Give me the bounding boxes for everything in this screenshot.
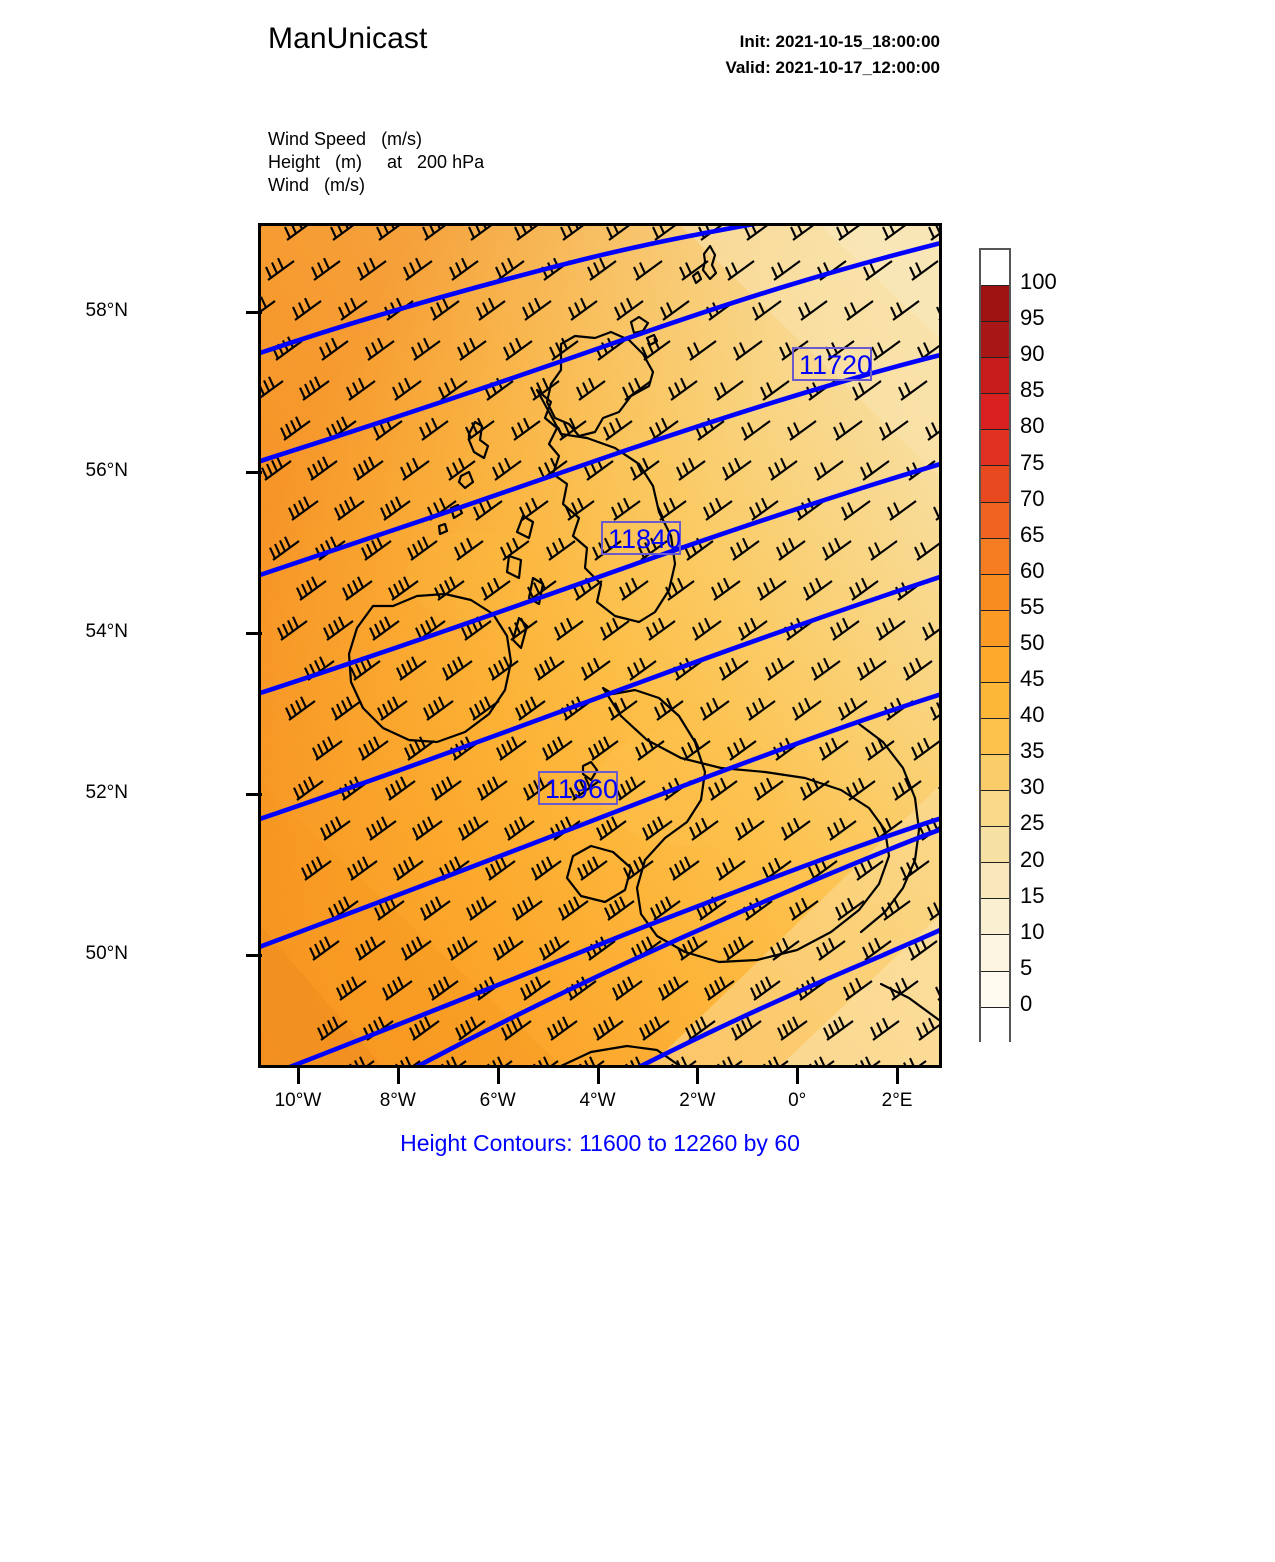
x-tick-label: 2°W bbox=[679, 1090, 716, 1111]
x-tick-label: 10°W bbox=[274, 1090, 322, 1111]
contour-label-layer: 11720 11840 11960 bbox=[538, 347, 872, 805]
colorbar-cell bbox=[981, 935, 1009, 972]
colorbar-cell bbox=[981, 827, 1009, 864]
colorbar-cell bbox=[981, 791, 1009, 828]
x-tick-mark bbox=[396, 1068, 400, 1084]
colorbar-cell bbox=[981, 682, 1009, 720]
x-tick-label: 6°W bbox=[479, 1090, 516, 1111]
x-tick-mark bbox=[496, 1068, 500, 1084]
y-tick-label: 56°N bbox=[85, 460, 128, 482]
init-time-label: Init: 2021-10-15_18:00:00 bbox=[739, 32, 940, 51]
colorbar-tick-label: 90 bbox=[1020, 341, 1045, 367]
colorbar-cell bbox=[981, 899, 1009, 936]
colorbar-cell bbox=[981, 538, 1009, 575]
colorbar-tick-label: 100 bbox=[1020, 269, 1057, 295]
field-description: Wind Speed (m/s) Height (m) at 200 hPa W… bbox=[268, 129, 485, 195]
colorbar-tick-label: 55 bbox=[1020, 593, 1045, 619]
weather-map-canvas: 11720 11840 11960 bbox=[261, 226, 939, 1065]
colorbar-cell bbox=[981, 286, 1009, 323]
page-title: ManUnicast bbox=[268, 22, 428, 55]
valid-time-label: Valid: 2021-10-17_12:00:00 bbox=[725, 58, 940, 77]
colorbar-tick-label: 10 bbox=[1020, 918, 1045, 944]
y-tick-mark bbox=[246, 471, 262, 475]
colorbar-tick-label: 45 bbox=[1020, 666, 1045, 692]
colorbar-tick-label: 30 bbox=[1020, 774, 1045, 800]
x-tick-mark bbox=[896, 1068, 900, 1084]
colorbar-cell bbox=[981, 430, 1009, 467]
contour-label: 11960 bbox=[538, 771, 618, 805]
y-tick-label: 54°N bbox=[85, 621, 128, 643]
x-tick-label: 8°W bbox=[379, 1090, 416, 1111]
colorbar[interactable] bbox=[979, 248, 1011, 1044]
x-tick-mark bbox=[596, 1068, 600, 1084]
colorbar-cell bbox=[981, 646, 1009, 683]
colorbar-tick-label: 35 bbox=[1020, 738, 1045, 764]
colorbar-tick-label: 80 bbox=[1020, 413, 1045, 439]
colorbar-cell bbox=[981, 322, 1009, 359]
colorbar-cell bbox=[981, 574, 1009, 611]
colorbar-tick-label: 60 bbox=[1020, 557, 1045, 583]
colorbar-tick-label: 0 bbox=[1020, 990, 1033, 1016]
y-tick-label: 52°N bbox=[85, 782, 128, 804]
map-plot-area[interactable]: 11720 11840 11960 bbox=[258, 223, 942, 1068]
x-tick-mark bbox=[296, 1068, 300, 1084]
colorbar-tick-label: 85 bbox=[1020, 377, 1045, 403]
colorbar-tick-label: 95 bbox=[1020, 305, 1045, 331]
colorbar-tick-label: 15 bbox=[1020, 882, 1045, 908]
colorbar-cell bbox=[981, 250, 1009, 287]
colorbar-cell bbox=[981, 863, 1009, 900]
contour-label-text-0: 11720 bbox=[799, 350, 872, 380]
colorbar-tick-label: 5 bbox=[1020, 954, 1033, 980]
colorbar-cell bbox=[981, 719, 1009, 756]
y-tick-mark bbox=[246, 632, 262, 636]
height-contour-layer bbox=[261, 226, 939, 1065]
contour-label-text-2: 11960 bbox=[545, 774, 618, 804]
x-tick-label: 2°E bbox=[881, 1090, 913, 1111]
y-tick-mark bbox=[246, 793, 262, 797]
y-tick-label: 58°N bbox=[85, 299, 128, 321]
x-tick-mark bbox=[696, 1068, 700, 1084]
y-tick-mark bbox=[246, 310, 262, 314]
y-tick-mark bbox=[246, 954, 262, 958]
colorbar-cell bbox=[981, 755, 1009, 792]
colorbar-tick-label: 75 bbox=[1020, 449, 1045, 475]
colorbar-cell bbox=[981, 358, 1009, 395]
colorbar-cell bbox=[981, 971, 1009, 1008]
colorbar-cell bbox=[981, 394, 1009, 431]
contour-caption: Height Contours: 11600 to 12260 by 60 bbox=[400, 1130, 800, 1156]
contour-label: 11840 bbox=[601, 521, 681, 555]
x-tick-label: 0° bbox=[788, 1090, 807, 1111]
colorbar-cell bbox=[981, 1007, 1009, 1044]
colorbar-tick-label: 20 bbox=[1020, 846, 1045, 872]
colorbar-cell bbox=[981, 502, 1009, 539]
colorbar-tick-label: 40 bbox=[1020, 702, 1045, 728]
x-tick-mark bbox=[796, 1068, 800, 1084]
colorbar-tick-label: 25 bbox=[1020, 810, 1045, 836]
contour-label-text-1: 11840 bbox=[608, 524, 681, 554]
colorbar-tick-label: 70 bbox=[1020, 485, 1045, 511]
y-tick-label: 50°N bbox=[85, 943, 128, 965]
contour-label: 11720 bbox=[792, 347, 872, 381]
x-tick-label: 4°W bbox=[579, 1090, 616, 1111]
colorbar-tick-label: 65 bbox=[1020, 521, 1045, 547]
wind-speed-shading bbox=[261, 226, 939, 1065]
colorbar-cell bbox=[981, 610, 1009, 647]
colorbar-cell bbox=[981, 466, 1009, 503]
colorbar-tick-label: 50 bbox=[1020, 630, 1045, 655]
